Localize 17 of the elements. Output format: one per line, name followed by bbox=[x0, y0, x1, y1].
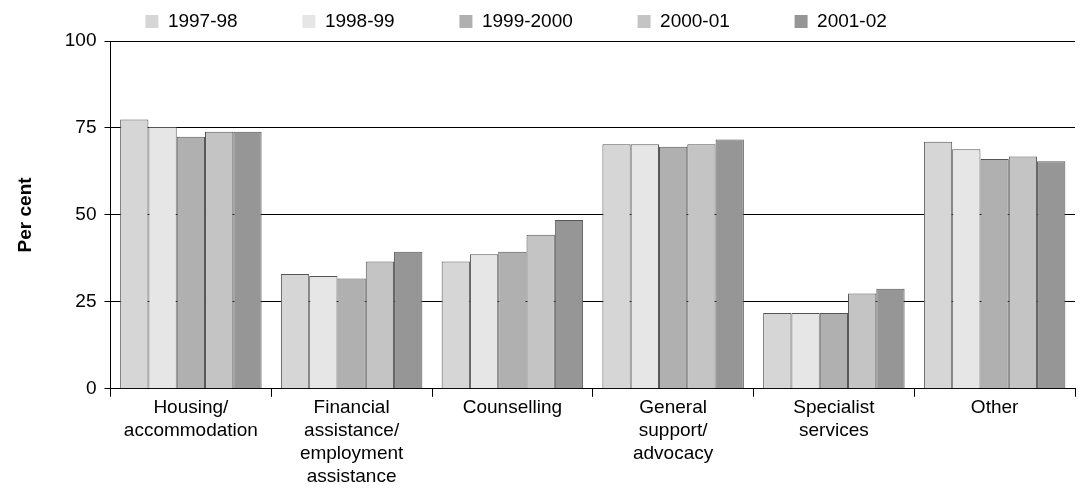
x-tick-label: Housing/ accommodation bbox=[123, 396, 258, 441]
legend-label: 1999-2000 bbox=[481, 9, 626, 31]
y-axis-title: Per cent bbox=[13, 176, 35, 253]
y-tick-label: 25 bbox=[75, 290, 97, 312]
legend-label: 2001-02 bbox=[817, 9, 940, 31]
x-tick-label: General support/ advocacy bbox=[632, 396, 714, 464]
y-tick-label: 100 bbox=[64, 29, 97, 51]
legend-label: 1998-99 bbox=[324, 9, 448, 31]
x-tick-label: Financial assistance/ employment assistance bbox=[299, 396, 405, 486]
legend-label: 2000-01 bbox=[660, 9, 783, 31]
y-tick-label: 75 bbox=[75, 116, 97, 138]
y-tick-label: 50 bbox=[75, 203, 97, 225]
x-tick-label: Specialist services bbox=[793, 396, 876, 441]
x-tick-label: Other bbox=[970, 396, 1020, 418]
legend-label: 1997-98 bbox=[167, 9, 291, 31]
x-tick-label: Counselling bbox=[462, 396, 563, 418]
y-tick-label: 0 bbox=[85, 377, 97, 399]
